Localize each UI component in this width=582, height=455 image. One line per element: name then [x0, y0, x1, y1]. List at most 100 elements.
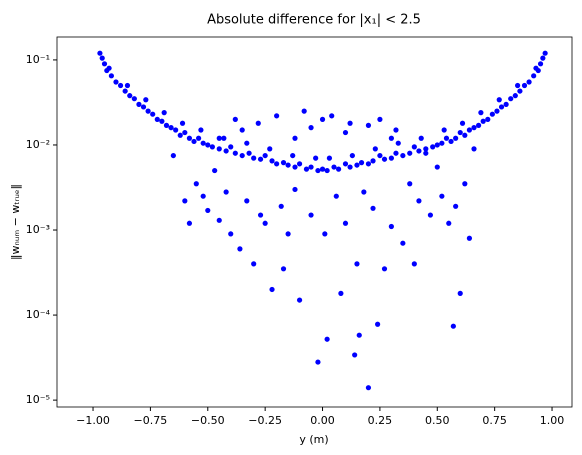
- point: [179, 120, 186, 126]
- point: [450, 323, 456, 329]
- point: [308, 125, 314, 131]
- point: [154, 116, 160, 122]
- point: [228, 231, 234, 237]
- point: [423, 150, 429, 156]
- x-tick-label: 0.25: [368, 414, 393, 427]
- point: [349, 152, 355, 159]
- point: [251, 155, 257, 161]
- point: [182, 129, 188, 136]
- point: [471, 146, 477, 152]
- point: [354, 162, 360, 168]
- point: [372, 146, 378, 152]
- point: [136, 101, 142, 107]
- point: [457, 129, 463, 136]
- point: [193, 181, 199, 187]
- point: [478, 110, 484, 116]
- point: [416, 198, 422, 204]
- point: [358, 160, 365, 166]
- point: [542, 50, 548, 56]
- y-axis-label: ‖wₙᵤₘ − wₜᵣᵤₑ‖: [9, 184, 22, 260]
- point: [381, 156, 388, 162]
- point: [200, 140, 206, 146]
- point: [292, 164, 298, 170]
- point: [531, 73, 537, 79]
- point: [496, 97, 502, 103]
- point: [537, 61, 544, 67]
- point: [365, 122, 372, 128]
- point: [356, 332, 362, 338]
- point: [280, 266, 287, 272]
- point: [274, 161, 280, 167]
- x-tick-label: −0.50: [191, 414, 225, 427]
- point: [485, 116, 491, 122]
- point: [521, 82, 528, 89]
- point: [186, 220, 193, 226]
- point: [216, 135, 222, 141]
- point: [301, 108, 307, 114]
- point: [140, 104, 147, 110]
- point: [124, 82, 131, 89]
- point: [370, 158, 376, 164]
- point: [292, 186, 298, 193]
- point: [262, 152, 268, 159]
- point: [453, 203, 459, 209]
- point: [342, 129, 349, 136]
- point: [434, 164, 440, 170]
- point: [393, 127, 399, 133]
- point: [198, 127, 204, 133]
- point: [191, 138, 197, 145]
- point: [466, 127, 473, 133]
- point: [308, 212, 314, 218]
- x-tick-label: 0.00: [310, 414, 335, 427]
- y-tick-label: 10⁻³: [26, 223, 50, 236]
- point: [303, 166, 310, 172]
- point: [329, 113, 335, 119]
- point: [257, 212, 264, 218]
- point: [381, 266, 388, 272]
- point: [375, 321, 381, 327]
- point: [533, 65, 539, 71]
- point: [113, 79, 119, 85]
- point: [526, 79, 532, 85]
- point: [365, 161, 372, 167]
- point: [280, 160, 287, 166]
- point: [324, 336, 330, 342]
- point: [223, 189, 229, 195]
- point: [319, 116, 326, 122]
- y-tick-label: 10⁻²: [26, 138, 50, 151]
- point: [296, 161, 303, 167]
- point: [430, 144, 436, 150]
- x-tick-label: 0.50: [425, 414, 450, 427]
- point: [457, 290, 463, 296]
- point: [108, 73, 114, 79]
- point: [480, 118, 486, 124]
- point: [239, 127, 245, 133]
- point: [352, 352, 358, 358]
- point: [411, 261, 417, 267]
- point: [212, 167, 218, 174]
- point: [434, 142, 440, 148]
- point: [377, 116, 383, 122]
- point: [182, 198, 188, 204]
- point: [347, 164, 353, 170]
- point: [443, 135, 450, 141]
- point: [489, 111, 495, 117]
- point: [285, 231, 291, 237]
- point: [209, 144, 215, 150]
- point: [462, 132, 468, 138]
- point: [101, 61, 108, 67]
- point: [342, 161, 349, 167]
- point: [232, 150, 238, 156]
- point: [159, 118, 165, 124]
- point: [407, 181, 413, 187]
- point: [196, 135, 202, 141]
- point: [446, 220, 452, 226]
- point: [200, 193, 206, 199]
- point: [145, 108, 151, 114]
- point: [205, 207, 211, 214]
- point: [170, 152, 176, 159]
- point: [205, 142, 211, 148]
- point: [221, 135, 227, 141]
- y-tick-label: 10⁻⁴: [26, 308, 51, 321]
